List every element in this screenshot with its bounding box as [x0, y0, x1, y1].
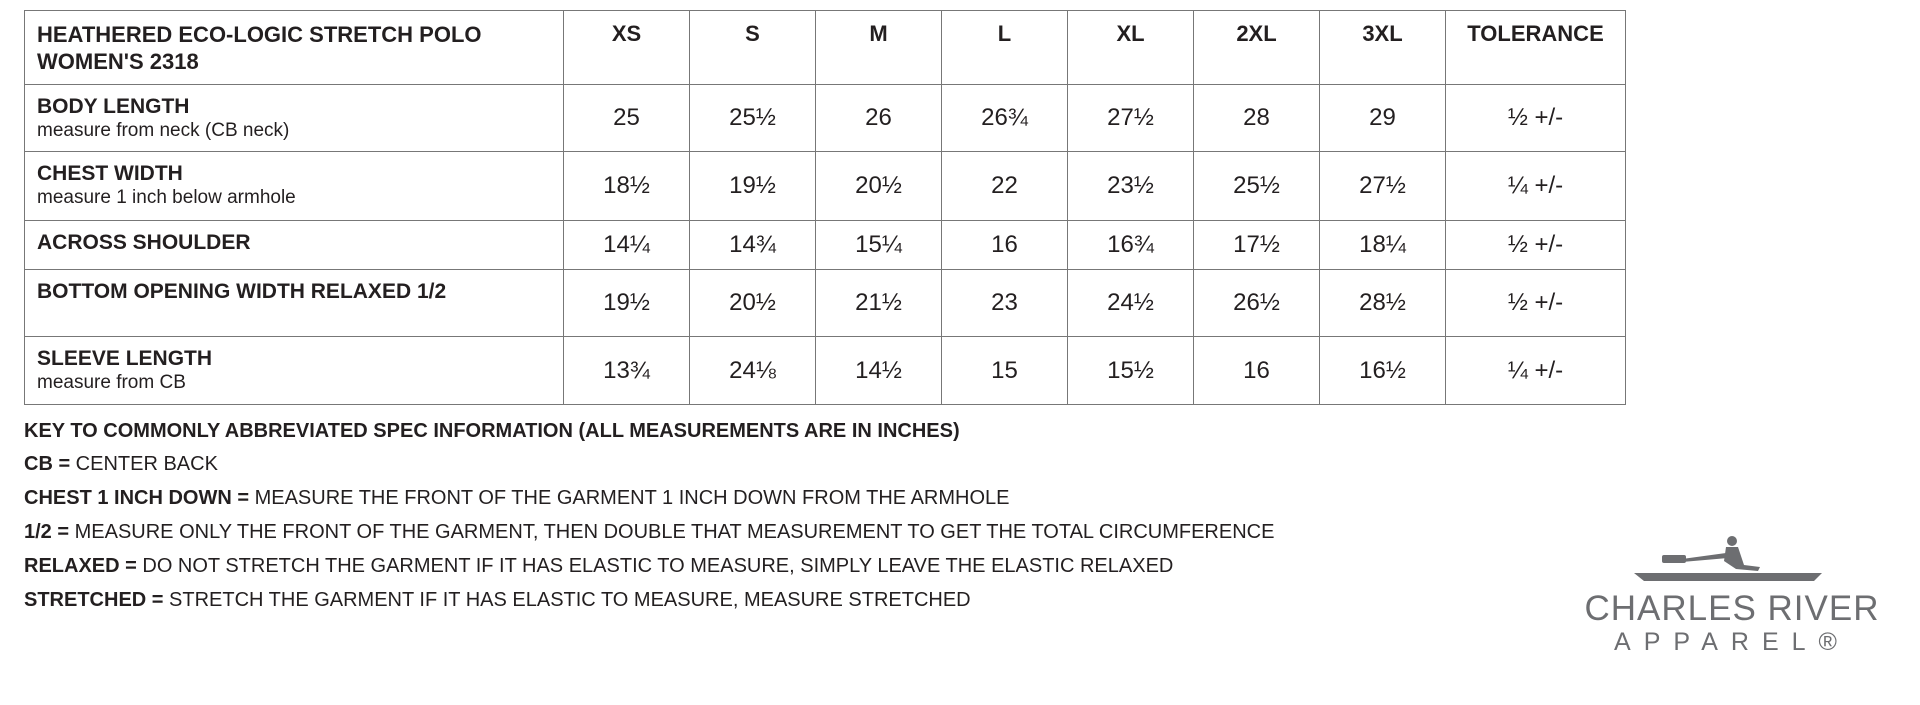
size-value: 15½ [1067, 336, 1194, 405]
size-value: 15 [941, 336, 1068, 405]
key-item: CHEST 1 INCH DOWN = MEASURE THE FRONT OF… [24, 487, 1010, 509]
size-value: 24½ [1067, 269, 1194, 337]
brand-subname: APPAREL® [1614, 628, 1850, 656]
size-chart-table: HEATHERED ECO-LOGIC STRETCH POLO WOMEN'S… [24, 10, 1626, 405]
size-value: 21½ [815, 269, 942, 337]
size-value: 18½ [563, 151, 690, 221]
size-header: 3XL [1319, 10, 1446, 85]
table-row: CHEST WIDTH measure 1 inch below armhole 1… [24, 151, 1626, 221]
size-value: 18¼ [1319, 220, 1446, 270]
size-header: 2XL [1193, 10, 1320, 85]
measurement-name: CHEST WIDTH [37, 162, 183, 185]
table-row: SLEEVE LENGTH measure from CB 13¾ 24⅛ 14½ 15 1… [24, 336, 1626, 405]
size-value: 14¾ [689, 220, 816, 270]
size-value: 23 [941, 269, 1068, 337]
tolerance-value: ½ +/- [1445, 220, 1626, 270]
measurement-label: ACROSS SHOULDER [24, 220, 564, 270]
charles-river-logo: CHARLES RIVER APPAREL® [1582, 535, 1882, 656]
measurement-label: BODY LENGTH measure from neck (CB neck) [24, 84, 564, 152]
tolerance-value: ½ +/- [1445, 269, 1626, 337]
size-value: 26¾ [941, 84, 1068, 152]
tolerance-value: ¼ +/- [1445, 151, 1626, 221]
size-value: 16¾ [1067, 220, 1194, 270]
measurement-note: measure from CB [37, 372, 186, 393]
key-item: 1/2 = MEASURE ONLY THE FRONT OF THE GARM… [24, 521, 1275, 543]
measurement-label: SLEEVE LENGTH measure from CB [24, 336, 564, 405]
size-header: S [689, 10, 816, 85]
size-header: L [941, 10, 1068, 85]
measurement-label: CHEST WIDTH measure 1 inch below armhole [24, 151, 564, 221]
size-value: 28½ [1319, 269, 1446, 337]
size-header: M [815, 10, 942, 85]
size-value: 20½ [815, 151, 942, 221]
key-item: STRETCHED = STRETCH THE GARMENT IF IT HA… [24, 589, 971, 611]
size-value: 14¼ [563, 220, 690, 270]
product-title: HEATHERED ECO-LOGIC STRETCH POLO WOMEN'S… [24, 10, 564, 85]
size-value: 14½ [815, 336, 942, 405]
tolerance-value: ¼ +/- [1445, 336, 1626, 405]
measurement-note: measure from neck (CB neck) [37, 120, 290, 141]
size-value: 25½ [1193, 151, 1320, 221]
measurement-label: BOTTOM OPENING WIDTH RELAXED 1/2 [24, 269, 564, 337]
key-item: RELAXED = DO NOT STRETCH THE GARMENT IF … [24, 555, 1174, 577]
size-header: XL [1067, 10, 1194, 85]
key-item: CB = CENTER BACK [24, 453, 218, 475]
title-line-1: HEATHERED ECO-LOGIC STRETCH POLO [37, 22, 482, 47]
size-value: 24⅛ [689, 336, 816, 405]
table-row: BOTTOM OPENING WIDTH RELAXED 1/2 19½ 20½ 21… [24, 269, 1626, 337]
measurement-note: measure 1 inch below armhole [37, 187, 296, 208]
tolerance-header: TOLERANCE [1445, 10, 1626, 85]
size-value: 27½ [1319, 151, 1446, 221]
size-value: 16 [1193, 336, 1320, 405]
size-value: 19½ [563, 269, 690, 337]
size-value: 29 [1319, 84, 1446, 152]
size-value: 23½ [1067, 151, 1194, 221]
header-row: HEATHERED ECO-LOGIC STRETCH POLO WOMEN'S… [24, 10, 1626, 85]
size-value: 26½ [1193, 269, 1320, 337]
size-value: 27½ [1067, 84, 1194, 152]
size-value: 17½ [1193, 220, 1320, 270]
size-value: 26 [815, 84, 942, 152]
table-row: ACROSS SHOULDER 14¼ 14¾ 15¼ 16 16¾ 17½ 18¼ ½ +/- [24, 220, 1626, 270]
size-value: 25 [563, 84, 690, 152]
key-heading: KEY TO COMMONLY ABBREVIATED SPEC INFORMA… [24, 420, 960, 442]
size-value: 16 [941, 220, 1068, 270]
size-value: 16½ [1319, 336, 1446, 405]
size-value: 20½ [689, 269, 816, 337]
size-header: XS [563, 10, 690, 85]
size-value: 13¾ [563, 336, 690, 405]
measurement-name: ACROSS SHOULDER [37, 231, 251, 254]
tolerance-value: ½ +/- [1445, 84, 1626, 152]
size-value: 25½ [689, 84, 816, 152]
rower-boat-icon [1634, 536, 1822, 581]
measurement-name: BODY LENGTH [37, 95, 190, 118]
size-value: 22 [941, 151, 1068, 221]
table-row: BODY LENGTH measure from neck (CB neck) 25… [24, 84, 1626, 152]
title-line-2: WOMEN'S 2318 [37, 49, 199, 74]
size-value: 19½ [689, 151, 816, 221]
measurement-name: SLEEVE LENGTH [37, 347, 213, 370]
measurement-name: BOTTOM OPENING WIDTH RELAXED 1/2 [37, 280, 447, 303]
size-value: 28 [1193, 84, 1320, 152]
brand-name: CHARLES RIVER [1584, 589, 1880, 628]
size-value: 15¼ [815, 220, 942, 270]
